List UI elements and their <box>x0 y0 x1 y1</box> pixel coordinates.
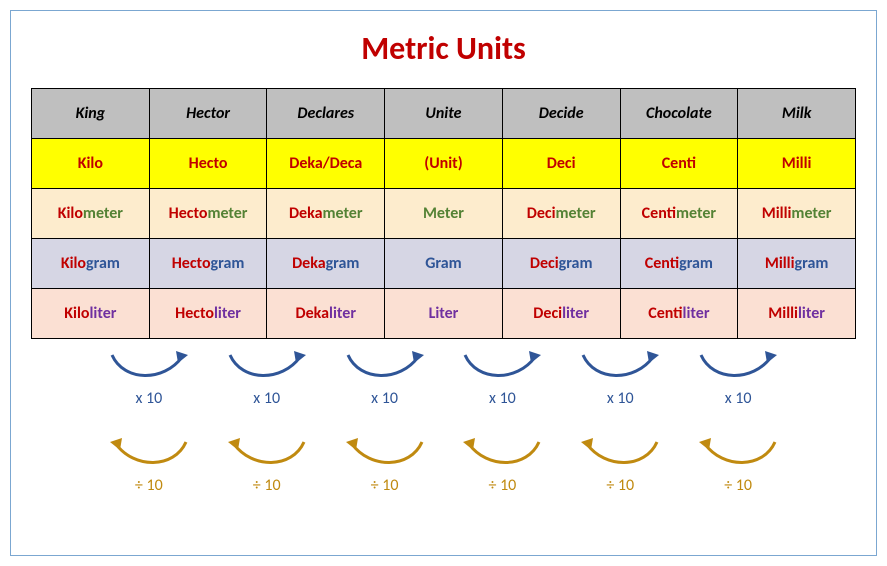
mnemonic-cell: Declares <box>267 89 385 139</box>
multiply-label: x 10 <box>561 389 679 408</box>
divide-label: ÷ 10 <box>326 476 444 495</box>
divide-label: ÷ 10 <box>679 476 797 495</box>
unit-cell: Deciliter <box>502 289 620 339</box>
row-prefix: Kilo Hecto Deka/Deca (Unit) Deci Centi M… <box>32 139 856 189</box>
multiply-label: x 10 <box>444 389 562 408</box>
multiply-label: x 10 <box>208 389 326 408</box>
unit-cell: Hectometer <box>149 189 267 239</box>
divide-label: ÷ 10 <box>208 476 326 495</box>
unit-cell: Centigram <box>620 239 738 289</box>
unit-cell: Gram <box>385 239 503 289</box>
unit-cell: Hectogram <box>149 239 267 289</box>
unit-cell: Decigram <box>502 239 620 289</box>
divide-label: ÷ 10 <box>90 476 208 495</box>
prefix-cell: (Unit) <box>385 139 503 189</box>
divide-arrow: ÷ 10 <box>208 434 326 495</box>
multiply-arrow: x 10 <box>444 347 562 408</box>
multiply-arrow: x 10 <box>561 347 679 408</box>
divide-arrow: ÷ 10 <box>326 434 444 495</box>
divide-label: ÷ 10 <box>444 476 562 495</box>
multiply-arrow: x 10 <box>679 347 797 408</box>
prefix-cell: Deci <box>502 139 620 189</box>
multiply-label: x 10 <box>326 389 444 408</box>
unit-cell: Dekameter <box>267 189 385 239</box>
prefix-cell: Centi <box>620 139 738 189</box>
mnemonic-cell: Unite <box>385 89 503 139</box>
multiply-label: x 10 <box>90 389 208 408</box>
unit-cell: Hectoliter <box>149 289 267 339</box>
unit-cell: Kilometer <box>32 189 150 239</box>
divide-arrow: ÷ 10 <box>561 434 679 495</box>
unit-cell: Centimeter <box>620 189 738 239</box>
unit-cell: Kiloliter <box>32 289 150 339</box>
row-liter: Kiloliter Hectoliter Dekaliter Liter Dec… <box>32 289 856 339</box>
mnemonic-cell: Hector <box>149 89 267 139</box>
unit-cell: Kilogram <box>32 239 150 289</box>
unit-cell: Meter <box>385 189 503 239</box>
unit-cell: Liter <box>385 289 503 339</box>
page-title: Metric Units <box>31 29 856 68</box>
mnemonic-cell: Chocolate <box>620 89 738 139</box>
unit-cell: Millimeter <box>738 189 856 239</box>
divide-label: ÷ 10 <box>561 476 679 495</box>
unit-cell: Milligram <box>738 239 856 289</box>
mnemonic-cell: King <box>32 89 150 139</box>
unit-cell: Dekaliter <box>267 289 385 339</box>
multiply-label: x 10 <box>679 389 797 408</box>
mnemonic-cell: Decide <box>502 89 620 139</box>
row-meter: Kilometer Hectometer Dekameter Meter Dec… <box>32 189 856 239</box>
prefix-cell: Milli <box>738 139 856 189</box>
unit-cell: Centiliter <box>620 289 738 339</box>
multiply-arrow: x 10 <box>90 347 208 408</box>
metric-table: King Hector Declares Unite Decide Chocol… <box>31 88 856 339</box>
divide-arrow: ÷ 10 <box>444 434 562 495</box>
unit-cell: Dekagram <box>267 239 385 289</box>
prefix-cell: Kilo <box>32 139 150 189</box>
divide-arrow: ÷ 10 <box>679 434 797 495</box>
prefix-cell: Deka/Deca <box>267 139 385 189</box>
multiply-arrow: x 10 <box>326 347 444 408</box>
divide-arrow: ÷ 10 <box>90 434 208 495</box>
row-mnemonic: King Hector Declares Unite Decide Chocol… <box>32 89 856 139</box>
multiply-arrow: x 10 <box>208 347 326 408</box>
prefix-cell: Hecto <box>149 139 267 189</box>
row-gram: Kilogram Hectogram Dekagram Gram Decigra… <box>32 239 856 289</box>
container: Metric Units King Hector Declares Unite … <box>10 10 877 556</box>
unit-cell: Milliliter <box>738 289 856 339</box>
arrows-zone: x 10x 10x 10x 10x 10x 10÷ 10÷ 10÷ 10÷ 10… <box>31 339 856 519</box>
unit-cell: Decimeter <box>502 189 620 239</box>
mnemonic-cell: Milk <box>738 89 856 139</box>
